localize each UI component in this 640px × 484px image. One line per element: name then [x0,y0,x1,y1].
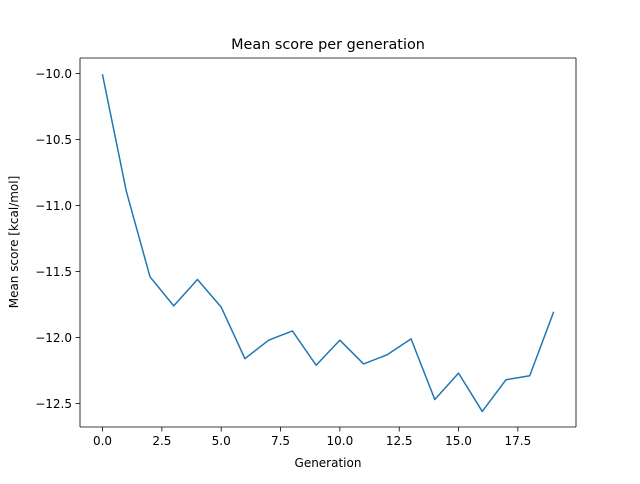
x-tick-label: 2.5 [152,434,171,448]
x-tick-label: 0.0 [93,434,112,448]
y-tick-label: −12.5 [35,397,72,411]
y-tick-label: −11.0 [35,199,72,213]
y-tick-label: −12.0 [35,331,72,345]
x-axis-ticks: 0.0 2.5 5.0 7.5 10.0 12.5 15.0 17.5 [93,427,531,448]
x-tick-label: 12.5 [386,434,413,448]
y-tick-label: −10.0 [35,67,72,81]
series-layer [101,74,555,413]
plot-area [80,58,576,427]
y-axis-label: Mean score [kcal/mol] [7,176,21,309]
series-line-0 [101,74,555,413]
chart-title: Mean score per generation [231,37,425,53]
y-axis-ticks: −10.0 −10.5 −11.0 −11.5 −12.0 −12.5 [35,67,80,411]
axes-layer [79,57,577,428]
plot-background [80,58,576,427]
x-tick-label: 7.5 [271,434,290,448]
x-tick-label: 10.0 [327,434,354,448]
x-axis-label: Generation [295,456,362,470]
y-tick-label: −10.5 [35,133,72,147]
y-tick-label: −11.5 [35,265,72,279]
x-tick-label: 17.5 [504,434,531,448]
x-tick-label: 5.0 [212,434,231,448]
x-tick-label: 15.0 [445,434,472,448]
